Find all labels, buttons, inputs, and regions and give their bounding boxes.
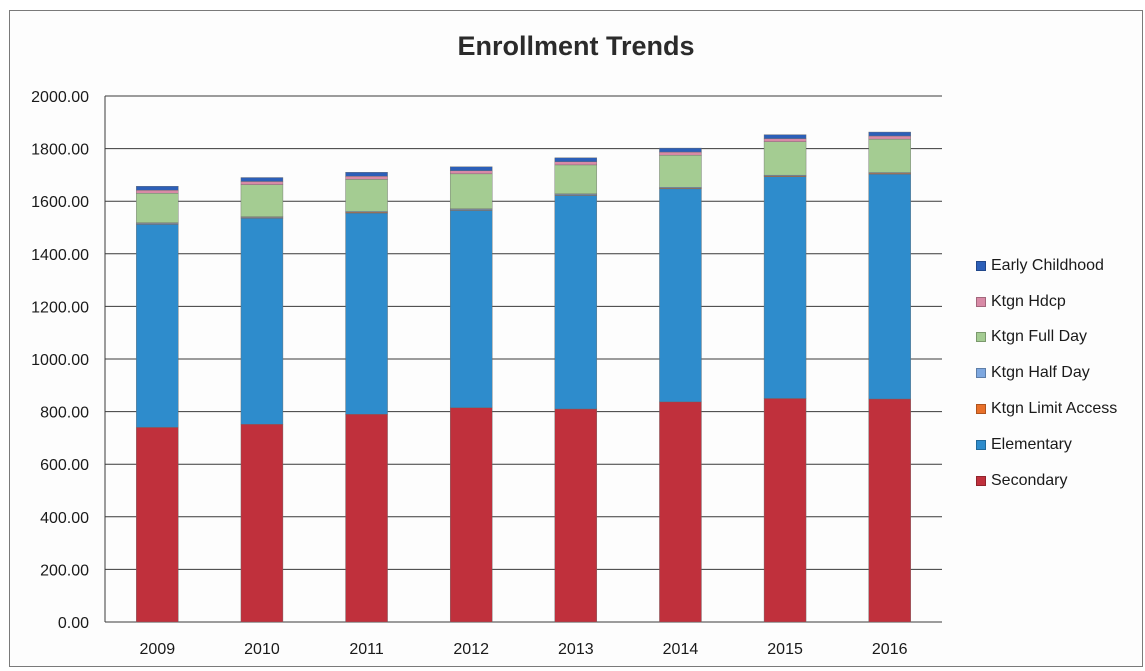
bar-ktgn-hdcp-2013 (554, 161, 598, 166)
bar-elementary-2009 (136, 224, 179, 428)
bar-early-childhood-2014 (659, 147, 702, 153)
bar-secondary-2010 (240, 424, 284, 623)
legend-label: Ktgn Hdcp (991, 292, 1066, 310)
chart-legend: Early Childhood Ktgn Hdcp Ktgn Full Day Ktg… (976, 248, 1117, 499)
x-tick-label: 2012 (453, 641, 489, 658)
legend-swatch (976, 296, 986, 307)
bar-ktgn-full-day-2013 (554, 164, 598, 195)
bar-early-childhood-2010 (240, 177, 284, 182)
bar-elementary-2012 (449, 210, 493, 408)
bar-elementary-2015 (763, 176, 807, 399)
legend-item: Ktgn Full Day (976, 320, 1117, 356)
y-tick-label: 1600.00 (31, 194, 89, 211)
bar-ktgn-full-day-2015 (763, 141, 807, 176)
bar-ktgn-hdcp-2010 (240, 181, 284, 185)
legend-label: Ktgn Limit Access (991, 400, 1118, 418)
legend-item: Secondary (976, 463, 1117, 499)
bar-secondary-2014 (659, 401, 702, 623)
legend-swatch (976, 404, 986, 415)
bar-ktgn-full-day-2014 (659, 154, 702, 188)
legend-swatch (976, 439, 986, 450)
bar-early-childhood-2016 (868, 131, 911, 137)
bar-ktgn-full-day-2009 (136, 193, 179, 223)
x-tick-label: 2011 (349, 641, 384, 658)
bar-early-childhood-2009 (136, 186, 179, 191)
bar-elementary-2014 (659, 188, 702, 403)
bar-secondary-2016 (868, 398, 911, 623)
legend-swatch (976, 260, 986, 271)
legend-swatch (976, 332, 986, 343)
bar-ktgn-hdcp-2011 (345, 176, 388, 180)
bar-secondary-2012 (449, 407, 493, 623)
y-tick-label: 200.00 (40, 562, 89, 579)
bar-ktgn-full-day-2012 (449, 173, 493, 210)
bar-elementary-2016 (868, 173, 911, 400)
legend-swatch (976, 368, 986, 379)
bar-early-childhood-2013 (554, 157, 598, 162)
y-tick-label: 400.00 (40, 510, 89, 527)
bar-elementary-2013 (554, 195, 598, 410)
x-tick-label: 2010 (244, 641, 280, 658)
bar-elementary-2011 (345, 212, 388, 415)
legend-item: Early Childhood (976, 248, 1117, 284)
bar-ktgn-full-day-2016 (868, 138, 911, 173)
legend-label: Elementary (991, 435, 1072, 453)
y-tick-label: 1000.00 (31, 352, 89, 369)
legend-label: Secondary (991, 471, 1068, 489)
x-tick-label: 2015 (767, 641, 803, 658)
legend-label: Ktgn Full Day (991, 328, 1088, 346)
legend-item: Ktgn Half Day (976, 355, 1117, 391)
bar-ktgn-hdcp-2015 (763, 138, 807, 142)
bar-secondary-2015 (763, 398, 807, 623)
x-tick-label: 2016 (872, 641, 908, 658)
legend-item: Elementary (976, 427, 1117, 463)
bar-ktgn-hdcp-2014 (659, 151, 702, 156)
y-tick-label: 1800.00 (31, 142, 89, 159)
legend-swatch (976, 475, 986, 486)
bar-ktgn-full-day-2011 (345, 179, 388, 212)
bar-early-childhood-2015 (763, 134, 807, 139)
y-tick-label: 0.00 (58, 615, 89, 632)
y-tick-label: 800.00 (40, 405, 89, 422)
bar-secondary-2011 (345, 414, 388, 623)
y-tick-label: 2000.00 (31, 89, 89, 106)
bar-ktgn-hdcp-2012 (449, 170, 493, 175)
bar-secondary-2009 (136, 427, 179, 623)
bar-early-childhood-2012 (449, 166, 493, 171)
bar-elementary-2010 (240, 218, 284, 425)
bar-ktgn-full-day-2010 (240, 184, 284, 217)
x-tick-label: 2014 (663, 641, 699, 658)
bar-ktgn-hdcp-2016 (868, 135, 911, 140)
y-tick-label: 600.00 (40, 457, 89, 474)
chart-title: Enrollment Trends (457, 31, 695, 61)
legend-label: Ktgn Half Day (991, 364, 1090, 382)
bar-early-childhood-2011 (345, 172, 388, 177)
y-tick-label: 1200.00 (31, 299, 89, 316)
x-tick-label: 2013 (558, 641, 594, 658)
legend-label: Early Childhood (991, 256, 1104, 274)
legend-item: Ktgn Limit Access (976, 391, 1117, 427)
bar-secondary-2013 (554, 408, 598, 623)
y-tick-label: 1400.00 (31, 247, 89, 264)
bar-ktgn-hdcp-2009 (136, 189, 179, 194)
x-tick-label: 2009 (140, 641, 176, 658)
legend-item: Ktgn Hdcp (976, 284, 1117, 320)
